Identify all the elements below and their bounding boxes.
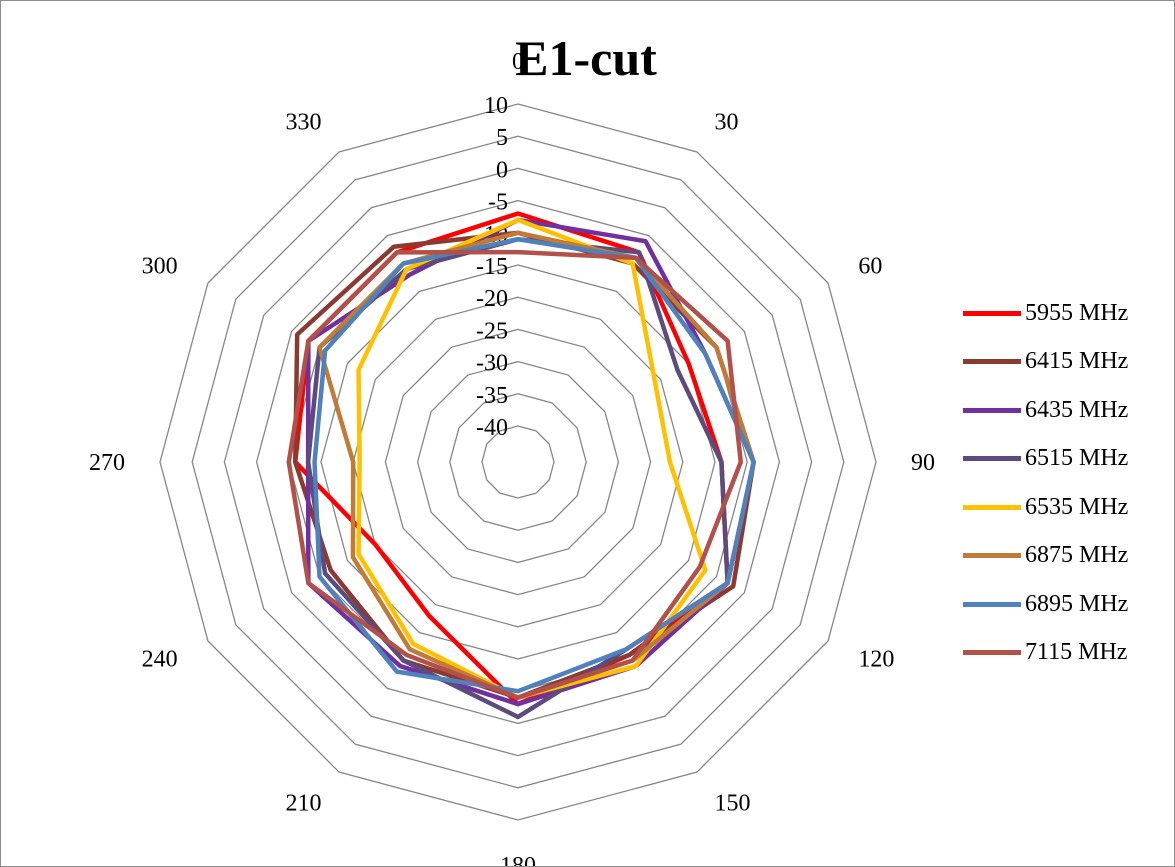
legend-swatch bbox=[963, 650, 1021, 656]
radial-tick-label: -35 bbox=[476, 383, 508, 409]
legend-item: 6875 MHz bbox=[963, 532, 1128, 581]
angle-tick-label: 150 bbox=[715, 790, 751, 816]
grid-ring-2 bbox=[223, 167, 813, 757]
legend-swatch bbox=[963, 407, 1021, 413]
legend-item: 7115 MHz bbox=[963, 629, 1128, 678]
series-lines bbox=[286, 211, 756, 720]
angle-tick-label: 180 bbox=[500, 853, 536, 866]
legend-item: 6515 MHz bbox=[963, 435, 1128, 484]
angle-tick-label: 300 bbox=[142, 254, 178, 280]
legend-label: 6435 MHz bbox=[1025, 396, 1129, 423]
legend-swatch bbox=[963, 456, 1021, 462]
legend-item: 6895 MHz bbox=[963, 580, 1128, 629]
legend-label: 7115 MHz bbox=[1025, 639, 1128, 666]
grid-ring-3 bbox=[255, 199, 781, 725]
grid-ring-8 bbox=[416, 360, 620, 564]
legend-label: 6535 MHz bbox=[1025, 493, 1129, 520]
radial-tick-label: -20 bbox=[476, 286, 508, 312]
grid-ring-10 bbox=[481, 425, 555, 499]
grid-ring-6 bbox=[352, 296, 684, 628]
legend-swatch bbox=[963, 359, 1021, 365]
series-line-7115-mhz bbox=[286, 249, 744, 700]
legend-label: 5955 MHz bbox=[1025, 299, 1129, 326]
angle-tick-label: 120 bbox=[858, 647, 894, 673]
legend-item: 6415 MHz bbox=[963, 338, 1128, 387]
angle-tick-label: 330 bbox=[286, 110, 322, 136]
angle-tick-label: 30 bbox=[715, 110, 739, 136]
grid-ring-7 bbox=[384, 328, 652, 596]
radial-tick-label: -25 bbox=[476, 318, 508, 344]
radial-tick-label: 5 bbox=[496, 125, 508, 151]
radial-tick-label: -15 bbox=[476, 254, 508, 280]
legend-item: 6535 MHz bbox=[963, 483, 1128, 532]
angle-tick-label: 90 bbox=[911, 450, 935, 476]
legend-swatch bbox=[963, 601, 1021, 607]
legend-swatch bbox=[963, 310, 1021, 316]
legend-label: 6415 MHz bbox=[1025, 348, 1129, 375]
angle-tick-label: 270 bbox=[89, 450, 125, 476]
radial-tick-label: 10 bbox=[484, 93, 508, 119]
legend-label: 6875 MHz bbox=[1025, 542, 1129, 569]
angle-tick-label: 210 bbox=[286, 790, 322, 816]
legend: 5955 MHz 6415 MHz 6435 MHz 6515 MHz 6535 MHz… bbox=[963, 289, 1128, 677]
radial-tick-label: -40 bbox=[476, 415, 508, 441]
radial-tick-label: 0 bbox=[496, 157, 508, 183]
angle-tick-label: 60 bbox=[858, 254, 882, 280]
series-line-6895-mhz bbox=[312, 236, 756, 694]
angle-tick-labels: 0 30 60 90 120 150 180 210 240 270 300 330 bbox=[89, 49, 935, 866]
angle-tick-label: 0 bbox=[512, 49, 524, 75]
grid-ring-1 bbox=[191, 135, 845, 789]
legend-label: 6895 MHz bbox=[1025, 590, 1129, 617]
grid-ring-9 bbox=[449, 393, 587, 531]
angle-tick-label: 240 bbox=[142, 647, 178, 673]
chart-title: E1-cut bbox=[515, 30, 657, 86]
radial-tick-label: -5 bbox=[488, 190, 508, 216]
legend-label: 6515 MHz bbox=[1025, 445, 1129, 472]
radial-tick-label: -30 bbox=[476, 351, 508, 377]
legend-item: 6435 MHz bbox=[963, 386, 1128, 435]
legend-item: 5955 MHz bbox=[963, 289, 1128, 338]
legend-swatch bbox=[963, 553, 1021, 559]
grid-ring-0 bbox=[159, 103, 877, 821]
legend-swatch bbox=[963, 504, 1021, 510]
